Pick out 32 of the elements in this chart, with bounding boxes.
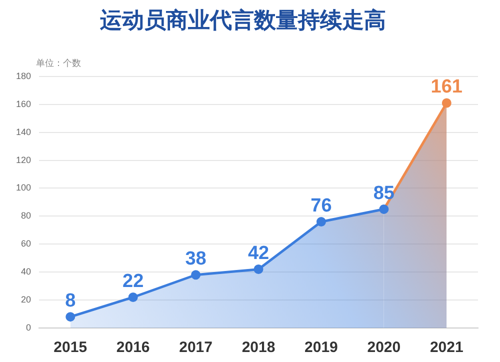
point (316, 217, 326, 227)
point (254, 264, 264, 274)
x-tick-label: 2020 (367, 339, 401, 356)
y-tick-label: 120 (16, 154, 32, 165)
point (66, 312, 76, 322)
x-tick-label: 2021 (430, 339, 464, 356)
data-label: 38 (185, 248, 206, 270)
y-tick-label: 0 (26, 322, 32, 332)
point (191, 270, 201, 280)
data-label: 8 (65, 290, 76, 312)
x-tick-label: 2017 (179, 339, 212, 356)
x-tick-label: 2018 (242, 339, 276, 356)
y-tick-label: 100 (16, 182, 32, 193)
data-label: 161 (430, 76, 463, 98)
chart-title: 运动员商业代言数量持续走高 (99, 7, 386, 32)
point (442, 98, 452, 108)
data-label: 22 (122, 270, 144, 292)
y-tick-label: 80 (21, 210, 32, 221)
y-tick-label: 60 (21, 238, 32, 249)
x-tick-label: 2015 (54, 339, 88, 356)
y-tick-label: 40 (21, 266, 32, 277)
data-label: 42 (248, 243, 270, 264)
text: 单位：个数 (36, 58, 81, 68)
x-tick-label: 2016 (116, 339, 150, 356)
y-tick-label: 160 (16, 98, 32, 109)
point (379, 204, 389, 214)
x-tick-label: 2019 (304, 339, 338, 356)
y-tick-label: 180 (16, 70, 32, 81)
point (128, 292, 138, 302)
y-tick-label: 140 (16, 126, 32, 137)
data-label: 76 (310, 196, 332, 217)
y-tick-label: 20 (21, 294, 32, 305)
